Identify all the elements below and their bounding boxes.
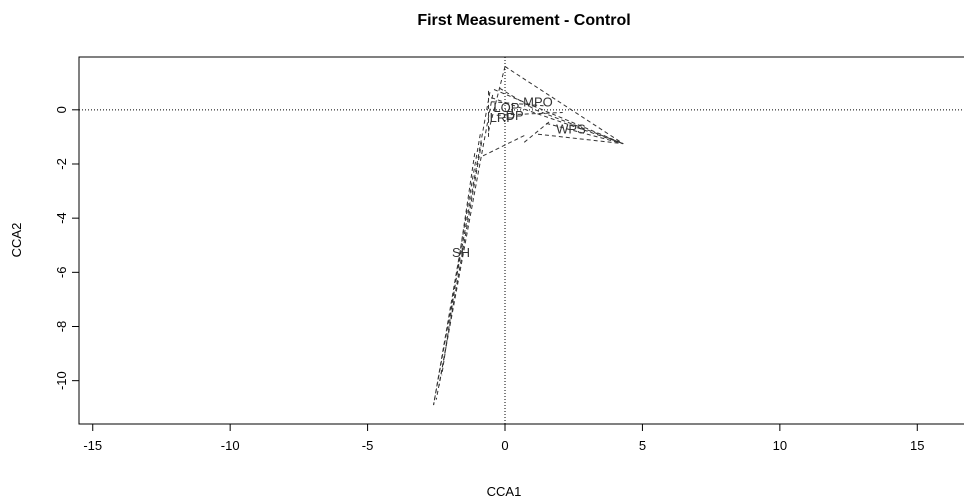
centroid-label: LRP (490, 110, 515, 125)
hull-segment (433, 134, 481, 406)
hull-segment (546, 122, 624, 145)
y-tick-label: -10 (54, 371, 69, 390)
centroid-label: SH (452, 245, 470, 260)
x-tick-label: -5 (362, 438, 374, 453)
y-tick-label: 0 (54, 106, 69, 113)
y-tick-label: -4 (54, 212, 69, 224)
y-tick-label: -2 (54, 158, 69, 170)
hull-segment (438, 142, 483, 387)
x-axis-label: CCA1 (487, 484, 522, 499)
hull-segment (504, 66, 624, 145)
centroid-label: LOP (493, 100, 519, 115)
hull-segment (523, 121, 550, 143)
y-tick-label: -8 (54, 321, 69, 333)
chart-title: First Measurement - Control (417, 12, 630, 29)
hull-segment (535, 109, 624, 145)
hull-segment (433, 92, 491, 406)
x-tick-label: 15 (910, 438, 924, 453)
hull-segment (493, 89, 624, 145)
x-tick-label: 10 (773, 438, 787, 453)
x-tick-label: 5 (639, 438, 646, 453)
centroid-label: DP (506, 108, 524, 123)
hull-segment (441, 153, 476, 376)
y-tick-label: -6 (54, 267, 69, 279)
centroid-label: MPO (523, 94, 553, 109)
x-tick-label: -10 (221, 438, 240, 453)
hull-segment (435, 94, 494, 400)
hull-segment (491, 101, 544, 107)
plot-frame (78, 56, 964, 425)
x-tick-label: 0 (501, 438, 508, 453)
centroid-label: WPS (556, 122, 586, 137)
x-tick-label: -15 (83, 438, 102, 453)
hull-segment (537, 133, 624, 145)
y-axis-label: CCA2 (9, 223, 24, 258)
hull-segment (482, 133, 528, 157)
hull-segment (491, 97, 624, 145)
